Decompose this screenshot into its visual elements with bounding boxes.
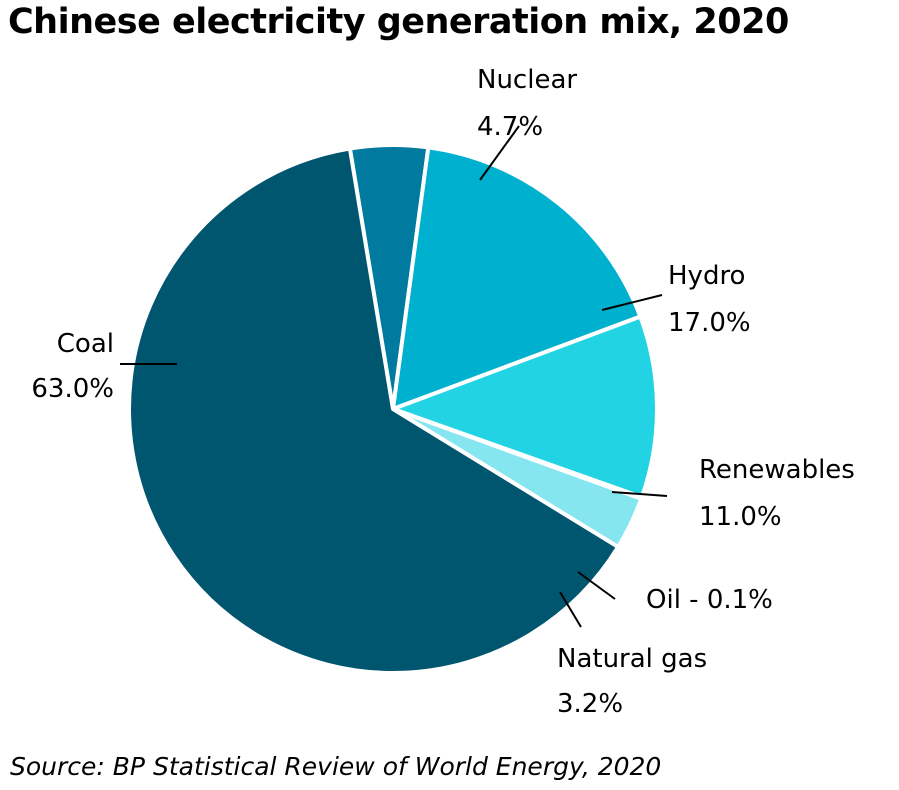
- slice-name-oil-0-1: Oil - 0.1%: [646, 585, 773, 615]
- leader-line-oil-0-1: [577, 571, 616, 600]
- slice-labels: Nuclear 4.7% Hydro 17.0% Renewables 11.0% Oil …: [31, 65, 854, 719]
- chart-title: Chinese electricity generation mix, 2020: [8, 2, 789, 42]
- slice-name-hydro: Hydro: [668, 261, 745, 291]
- slice-value-hydro: 17.0%: [668, 308, 751, 338]
- pie-slice-renewables: [391, 314, 659, 500]
- slice-name-nuclear: Nuclear: [477, 65, 577, 95]
- leader-line-natural-gas: [559, 591, 582, 628]
- leader-lines: [120, 125, 668, 628]
- slice-name-natural-gas: Natural gas: [557, 644, 707, 674]
- slice-name-coal: Coal: [57, 329, 114, 359]
- pie-slices: [127, 143, 659, 675]
- source-note: Source: BP Statistical Review of World E…: [10, 752, 662, 781]
- slice-value-coal: 63.0%: [31, 374, 114, 404]
- slice-value-nuclear: 4.7%: [477, 112, 543, 142]
- slice-value-natural-gas: 3.2%: [557, 689, 623, 719]
- pie-slice-coal: [127, 146, 621, 675]
- leader-line-renewables: [611, 491, 668, 497]
- pie-slice-hydro: [391, 145, 643, 411]
- slice-name-renewables: Renewables: [699, 455, 855, 485]
- leader-line-nuclear: [479, 125, 520, 181]
- slice-value-renewables: 11.0%: [699, 502, 782, 532]
- leader-line-hydro: [601, 294, 663, 311]
